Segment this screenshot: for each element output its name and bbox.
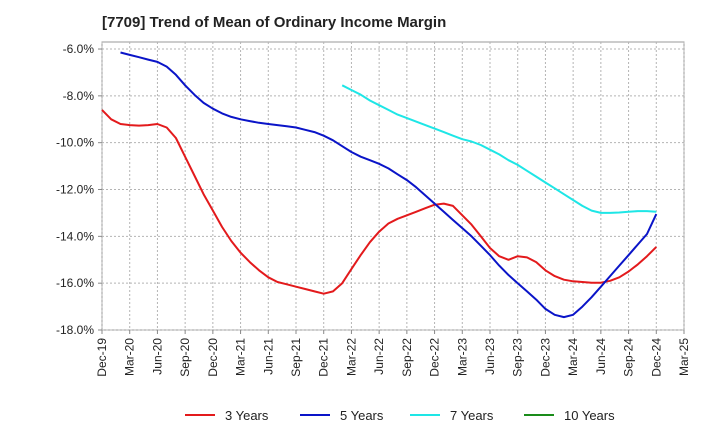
x-tick-label: Mar-23 [455,338,469,376]
y-tick-label: -8.0% [63,89,95,103]
x-tick-label: Mar-20 [123,338,137,376]
x-tick-label: Jun-22 [372,338,386,375]
grid-lines [101,42,685,331]
legend-item-5-years: 5 Years [300,404,383,426]
x-tick-label: Dec-20 [206,338,220,377]
y-tick-label: -14.0% [56,229,94,243]
legend-swatch-7-years [410,414,440,416]
x-tick-label: Sep-21 [289,338,303,377]
series-lines [101,51,658,319]
x-tick-label: Mar-24 [566,338,580,376]
series-line-5-years [120,51,658,319]
x-tick-label: Sep-22 [400,338,414,377]
x-tick-label: Dec-21 [317,338,331,377]
x-tick-label: Dec-23 [538,338,552,377]
plot-area-border [101,41,685,331]
y-tick-label: -6.0% [63,42,95,56]
x-tick-label: Jun-24 [594,338,608,375]
legend-label-7-years: 7 Years [450,407,494,423]
legend: 3 Years 5 Years 7 Years 10 Years [0,404,720,426]
legend-item-7-years: 7 Years [410,404,493,426]
x-tick-label: Sep-24 [622,338,636,377]
y-tick-label: -18.0% [56,323,94,337]
x-tick-label: Jun-23 [483,338,497,375]
y-tick-label: -12.0% [56,183,94,197]
x-tick-label: Sep-23 [511,338,525,377]
y-tick-label: -10.0% [56,136,94,150]
chart-title: [7709] Trend of Mean of Ordinary Income … [102,14,447,31]
y-tick-label: -16.0% [56,276,94,290]
legend-swatch-10-years [524,414,554,416]
x-tick-label: Mar-22 [344,338,358,376]
x-tick-label: Mar-25 [677,338,691,376]
legend-swatch-5-years [300,414,330,416]
series-line-7-years [341,84,657,214]
y-axis: -6.0% -8.0% -10.0% -12.0% -14.0% -16.0% -18.0% [56,42,102,337]
x-tick-label: Sep-20 [178,338,192,377]
legend-item-10-years: 10 Years [524,404,615,426]
x-tick-label: Dec-22 [428,338,442,377]
legend-label-3-years: 3 Years [225,407,269,423]
legend-label-5-years: 5 Years [340,407,384,423]
x-axis: Dec-19 Mar-20 Jun-20 Sep-20 Dec-20 Mar-21 Jun-… [95,330,691,377]
x-tick-label: Dec-19 [95,338,109,377]
x-tick-label: Jun-21 [261,338,275,375]
series-line-3-years [101,109,658,295]
legend-item-3-years: 3 Years [185,404,268,426]
legend-label-10-years: 10 Years [564,407,615,423]
x-tick-label: Dec-24 [649,338,663,377]
x-tick-label: Jun-20 [150,338,164,375]
x-tick-label: Mar-21 [234,338,248,376]
legend-swatch-3-years [185,414,215,416]
